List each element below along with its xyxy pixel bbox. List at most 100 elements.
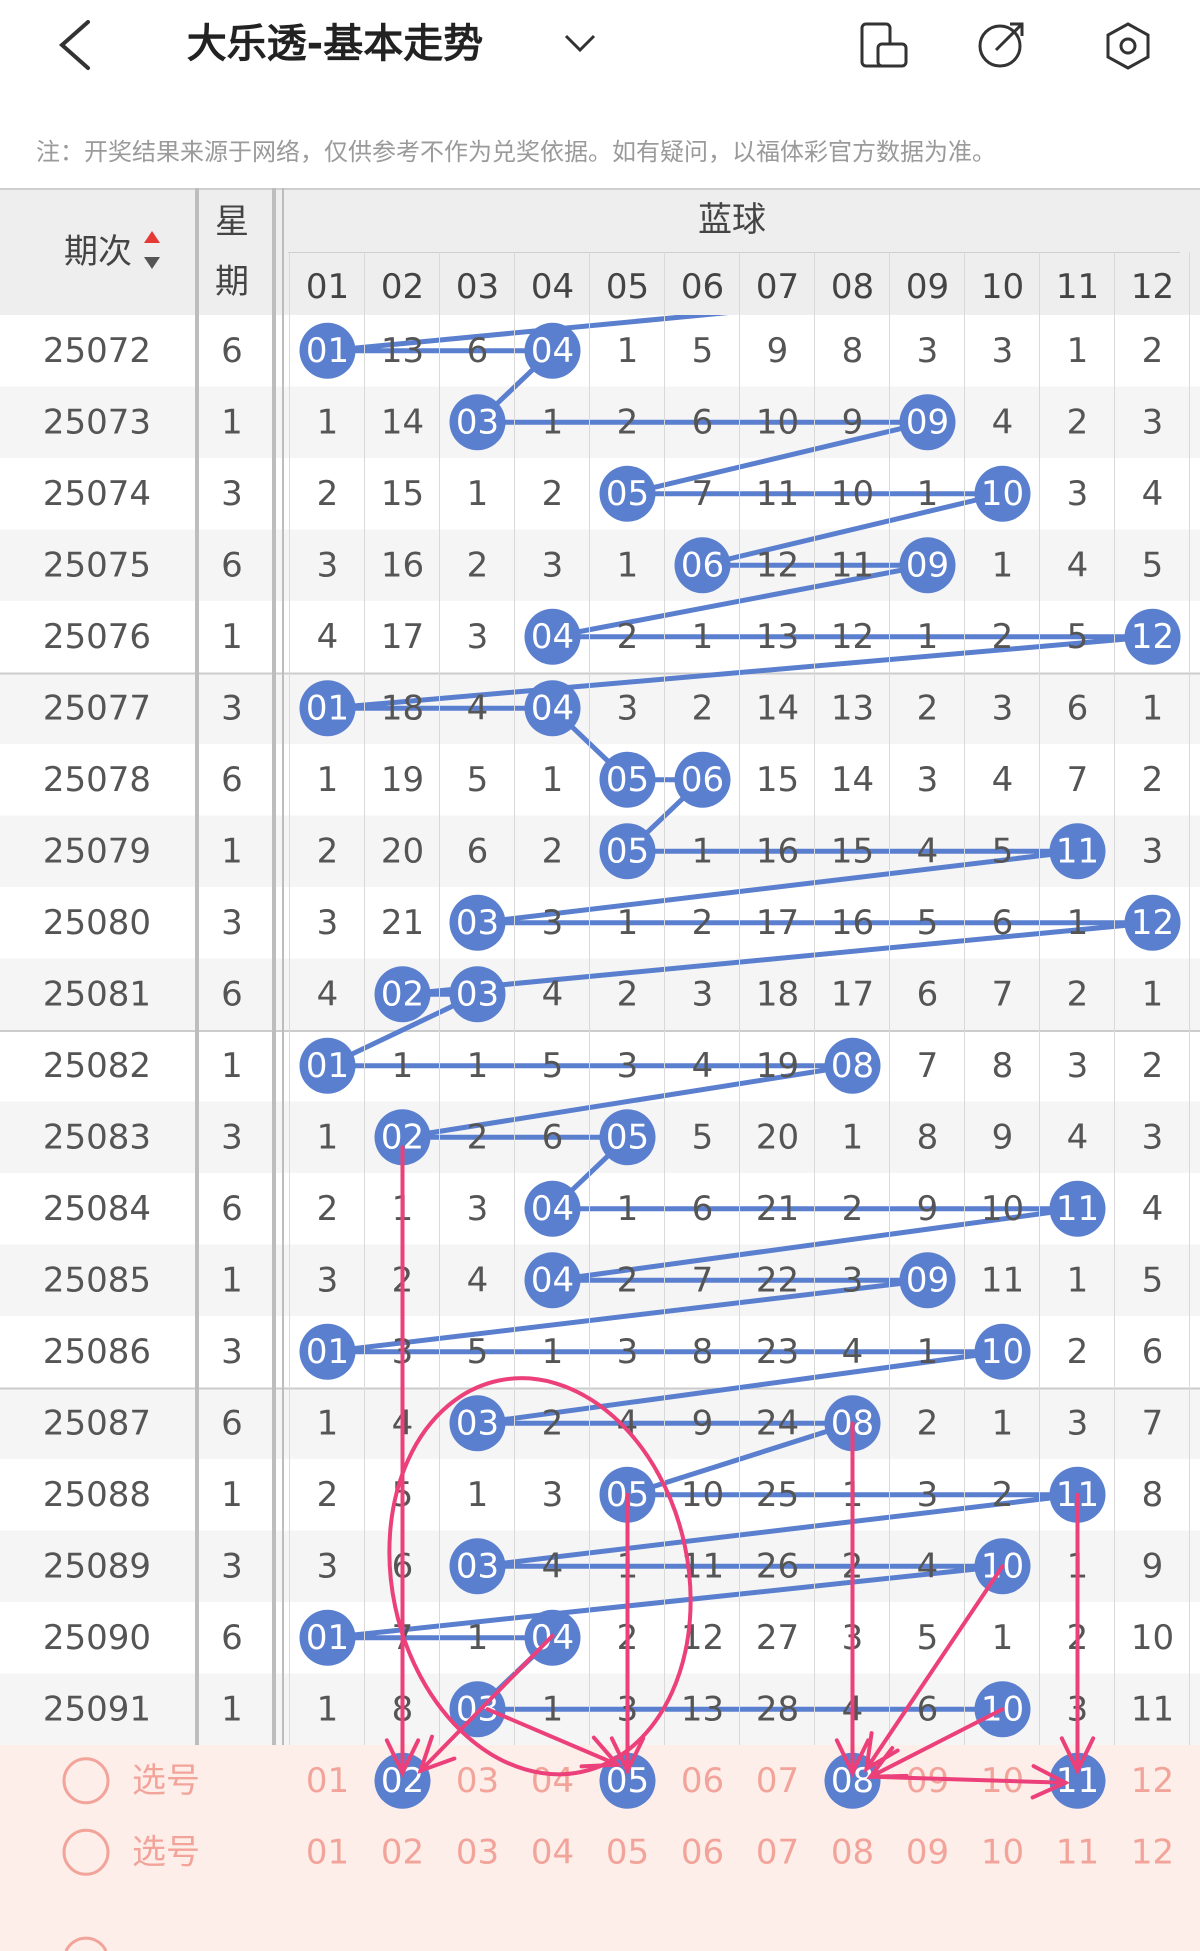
miss-count: 1 [617, 545, 639, 585]
miss-count: 4 [317, 617, 339, 657]
annotation-arrow-head [834, 1738, 871, 1778]
settings-center [1119, 37, 1137, 55]
select-radio[interactable] [62, 1757, 110, 1805]
table-row: 25081 6 4 02 03 4 2 3 18 17 6 7 2 1 [43, 966, 1163, 1023]
miss-count: 6 [992, 903, 1014, 943]
select-number[interactable]: 03 [456, 1832, 499, 1872]
miss-count: 4 [542, 1546, 564, 1586]
miss-count: 4 [842, 1332, 864, 1372]
select-number[interactable]: 06 [681, 1832, 724, 1872]
select-radio-partial[interactable] [64, 1936, 108, 1951]
selected-ball[interactable] [1049, 1752, 1106, 1809]
col-divider [289, 252, 290, 1951]
select-radio[interactable] [62, 1828, 110, 1876]
annotation-arrow-head [1059, 1736, 1096, 1776]
miss-count: 2 [1142, 760, 1164, 800]
ball-number: 08 [831, 1046, 874, 1086]
ball [899, 1252, 956, 1309]
select-number[interactable]: 01 [306, 1761, 349, 1801]
miss-count: 2 [317, 1475, 339, 1515]
ball [599, 751, 656, 808]
miss-count: 2 [1067, 402, 1089, 442]
miss-count: 2 [842, 1189, 864, 1229]
miss-count: 21 [756, 1189, 799, 1229]
ball-number: 03 [456, 1403, 499, 1443]
ball-number: 10 [981, 474, 1024, 514]
chevron-left-icon[interactable] [58, 20, 90, 70]
select-number[interactable]: 12 [1131, 1761, 1174, 1801]
select-number[interactable]: 12 [1131, 1832, 1174, 1872]
col-issue-label: 期次 [64, 232, 132, 272]
share-icon[interactable] [978, 22, 1024, 68]
miss-count: 6 [917, 974, 939, 1014]
issue-number: 25076 [43, 617, 151, 657]
select-number[interactable]: 11 [1056, 1832, 1099, 1872]
table-row: 25074 3 2 15 1 2 05 7 11 10 1 10 3 4 [43, 465, 1163, 522]
ball-number: 01 [306, 1618, 349, 1658]
miss-count: 1 [467, 1618, 489, 1658]
miss-count: 21 [381, 903, 424, 943]
select-number[interactable]: 07 [756, 1761, 799, 1801]
row-group-divider [0, 1387, 1200, 1390]
ball-number: 03 [456, 903, 499, 943]
miss-count: 11 [756, 474, 799, 514]
select-number[interactable]: 03 [456, 1761, 499, 1801]
miss-count: 1 [842, 1117, 864, 1157]
select-number[interactable]: 04 [531, 1761, 574, 1801]
miss-count: 2 [617, 974, 639, 1014]
disclaimer-notice: 注：开奖结果来源于网络，仅供参考不作为兑奖依据。如有疑问，以福体彩官方数据为准。 [36, 138, 996, 166]
select-number[interactable]: 09 [906, 1832, 949, 1872]
settings-icon[interactable] [1106, 22, 1150, 70]
ball [899, 394, 956, 451]
ball [449, 1538, 506, 1595]
select-label[interactable]: 选号 [132, 1761, 200, 1801]
select-number[interactable]: 08 [831, 1832, 874, 1872]
miss-count: 10 [681, 1475, 724, 1515]
ball [599, 823, 656, 880]
miss-count: 2 [317, 474, 339, 514]
row-group-divider [0, 672, 1200, 675]
ball [299, 1323, 356, 1380]
table-row: 25075 6 3 16 2 3 1 06 12 11 09 1 4 5 [43, 537, 1163, 594]
miss-count: 4 [692, 1046, 714, 1086]
table-row: 25076 1 4 17 3 04 2 1 13 12 1 2 5 12 [43, 608, 1181, 665]
table-row: 25084 6 2 1 3 04 1 6 21 2 9 10 11 4 [43, 1180, 1163, 1237]
weekday: 6 [221, 1189, 243, 1229]
annotation-arrow-head [609, 1736, 646, 1776]
ball-number: 02 [381, 974, 424, 1014]
ball [974, 1323, 1031, 1380]
miss-count: 9 [842, 402, 864, 442]
sort-up-icon[interactable] [144, 231, 160, 243]
selected-ball[interactable] [374, 1752, 431, 1809]
select-number[interactable]: 07 [756, 1832, 799, 1872]
miss-count: 1 [542, 760, 564, 800]
select-number[interactable]: 02 [381, 1832, 424, 1872]
phone-rotate-icon[interactable] [860, 22, 908, 68]
weekday: 6 [221, 1618, 243, 1658]
ball [299, 322, 356, 379]
chevron-down-icon[interactable] [564, 34, 596, 53]
select-row: 选号 01 02 03 04 05 06 07 08 09 10 11 12 [62, 1828, 1174, 1876]
ball [524, 1180, 581, 1237]
select-label[interactable]: 选号 [132, 1832, 200, 1872]
select-number[interactable]: 05 [606, 1832, 649, 1872]
miss-count: 15 [756, 760, 799, 800]
miss-count: 2 [692, 903, 714, 943]
weekday: 3 [221, 474, 243, 514]
select-number[interactable]: 06 [681, 1761, 724, 1801]
miss-count: 23 [756, 1332, 799, 1372]
table-row: 25080 3 3 21 03 3 1 2 17 16 5 6 1 12 [43, 894, 1181, 951]
sort-down-icon[interactable] [144, 257, 160, 269]
miss-count: 3 [317, 545, 339, 585]
table-row: 25088 1 2 5 1 3 05 10 25 1 3 2 11 8 [43, 1466, 1163, 1523]
ball-number: 04 [531, 688, 574, 728]
ball [1049, 1180, 1106, 1237]
select-number[interactable]: 04 [531, 1832, 574, 1872]
miss-count: 2 [1142, 331, 1164, 371]
select-number[interactable]: 01 [306, 1832, 349, 1872]
select-number[interactable]: 10 [981, 1832, 1024, 1872]
miss-count: 6 [917, 1689, 939, 1729]
miss-count: 3 [467, 1189, 489, 1229]
miss-count: 3 [542, 903, 564, 943]
